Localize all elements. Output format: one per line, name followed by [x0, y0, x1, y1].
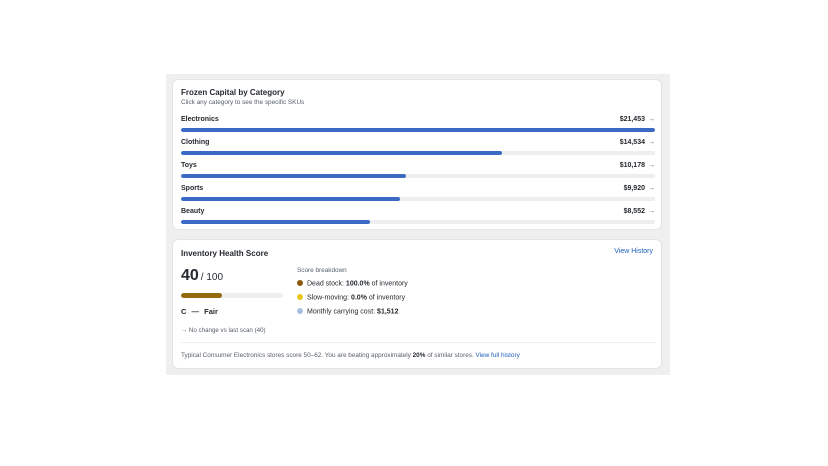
- category-value: $21,453: [619, 116, 645, 123]
- category-name: Electronics: [181, 116, 219, 123]
- grade-letter: C: [181, 307, 187, 316]
- category-bar-track: [181, 197, 655, 201]
- health-score: 40/ 100: [181, 267, 223, 285]
- category-value: $14,534: [619, 139, 645, 146]
- breakdown-title: Score breakdown: [297, 267, 347, 274]
- category-bar-track: [181, 128, 655, 132]
- category-value: $9,920: [623, 185, 645, 192]
- no-change-note: → No change vs last scan (40): [181, 327, 266, 334]
- score-bar-track: [181, 293, 283, 298]
- dashboard-panel: Frozen Capital by Category Click any cat…: [166, 74, 670, 375]
- grade-label: C — Fair: [181, 307, 218, 316]
- score-value: 40: [181, 267, 199, 284]
- arrow-right-icon: →: [648, 185, 655, 192]
- arrow-right-icon: →: [648, 208, 655, 215]
- category-row-sports[interactable]: Sports $9,920 →: [181, 185, 655, 205]
- breakdown-carrying-cost: Monthly carrying cost: $1,512: [297, 308, 398, 316]
- card-divider: [181, 342, 655, 343]
- category-bar-fill: [181, 220, 370, 224]
- category-value: $8,552: [623, 208, 645, 215]
- category-name: Beauty: [181, 208, 205, 215]
- arrow-right-icon: →: [648, 162, 655, 169]
- category-name: Sports: [181, 185, 204, 192]
- score-bar-fill: [181, 293, 222, 298]
- category-bar-fill: [181, 128, 655, 132]
- view-full-history-link[interactable]: View full history: [475, 352, 520, 359]
- frozen-capital-subtitle: Click any category to see the specific S…: [181, 99, 305, 106]
- category-name: Clothing: [181, 139, 210, 146]
- view-history-link[interactable]: View History: [614, 248, 653, 255]
- category-row-toys[interactable]: Toys $10,178 →: [181, 162, 655, 182]
- inventory-health-card: Inventory Health Score View History 40/ …: [172, 239, 662, 369]
- category-row-beauty[interactable]: Beauty $8,552 →: [181, 208, 655, 228]
- category-value: $10,178: [619, 162, 645, 169]
- breakdown-dead-stock: Dead stock: 100.0% of inventory: [297, 280, 408, 288]
- category-bar-fill: [181, 174, 406, 178]
- category-bar-track: [181, 220, 655, 224]
- score-max: / 100: [200, 272, 224, 283]
- category-name: Toys: [181, 162, 197, 169]
- category-bar-track: [181, 174, 655, 178]
- health-title: Inventory Health Score: [181, 249, 269, 258]
- category-row-clothing[interactable]: Clothing $14,534 →: [181, 139, 655, 159]
- frozen-capital-card: Frozen Capital by Category Click any cat…: [172, 79, 662, 230]
- category-bar-fill: [181, 151, 503, 155]
- category-bar-track: [181, 151, 655, 155]
- category-row-electronics[interactable]: Electronics $21,453 →: [181, 116, 655, 136]
- frozen-capital-title: Frozen Capital by Category: [181, 88, 285, 97]
- benchmark-footer: Typical Consumer Electronics stores scor…: [181, 352, 520, 359]
- arrow-right-icon: →: [648, 139, 655, 146]
- grade-separator: —: [191, 307, 200, 316]
- carrying-cost-dot-icon: [297, 308, 303, 314]
- slow-moving-dot-icon: [297, 294, 303, 300]
- category-bar-fill: [181, 197, 401, 201]
- dead-stock-dot-icon: [297, 280, 303, 286]
- grade-text: Fair: [204, 307, 218, 316]
- arrow-right-icon: →: [648, 116, 655, 123]
- breakdown-slow-moving: Slow-moving: 0.0% of inventory: [297, 294, 405, 302]
